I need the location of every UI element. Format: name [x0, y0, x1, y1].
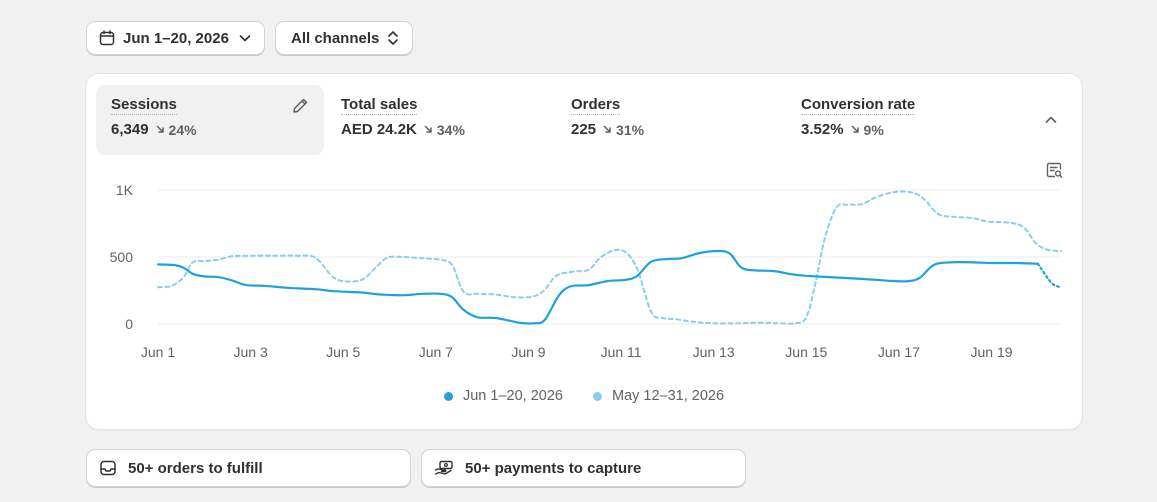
metric-trend: 9%: [851, 122, 884, 138]
x-tick-label: Jun 13: [693, 344, 735, 360]
analytics-card: Sessions 6,349 24% Total sales AED 24.2K…: [86, 74, 1082, 429]
x-tick-label: Jun 17: [878, 344, 920, 360]
x-tick-label: Jun 15: [785, 344, 827, 360]
metric-label[interactable]: Conversion rate: [801, 96, 916, 115]
legend-dot-current: [443, 391, 453, 401]
series-line-current-projection: [1036, 262, 1063, 289]
metric-trend: 34%: [424, 122, 465, 138]
metric-sessions[interactable]: Sessions 6,349 24%: [96, 85, 324, 155]
legend-label: Jun 1–20, 2026: [462, 388, 563, 404]
metric-value: 225: [571, 121, 597, 138]
y-tick-label: 0: [125, 316, 133, 332]
channel-label: All channels: [291, 29, 380, 47]
x-tick-label: Jun 1: [141, 344, 175, 360]
metric-change: 9%: [863, 121, 884, 138]
series-line-current: [156, 249, 1039, 325]
x-tick-label: Jun 11: [601, 344, 642, 360]
arrow-down-right-icon: [156, 125, 164, 133]
metric-value: 3.52%: [801, 121, 844, 138]
chevron-up-icon: [1045, 116, 1057, 123]
calendar-icon: [99, 30, 115, 46]
metric-label[interactable]: Orders: [571, 96, 621, 115]
metric-label[interactable]: Sessions: [111, 96, 177, 115]
x-tick-label: Jun 5: [326, 344, 360, 360]
metric-label[interactable]: Total sales: [341, 96, 418, 115]
y-tick-label: 500: [110, 249, 134, 265]
metric-conversion-rate[interactable]: Conversion rate 3.52% 9%: [786, 85, 1014, 155]
arrow-down-right-icon: [424, 125, 432, 133]
metric-trend: 24%: [156, 122, 197, 138]
hand-money-icon: [434, 460, 453, 475]
task-label: 50+ orders to fulfill: [128, 459, 263, 477]
chart-search-icon: [1046, 162, 1062, 178]
arrow-down-right-icon: [603, 125, 611, 133]
pencil-icon: [292, 98, 307, 113]
metric-change: 24%: [168, 121, 197, 138]
metric-orders[interactable]: Orders 225 31%: [556, 85, 784, 155]
legend-dot-previous: [592, 391, 602, 401]
x-tick-label: Jun 7: [419, 344, 453, 360]
chart-options-button[interactable]: [1044, 160, 1064, 180]
chart-legend: Jun 1–20, 2026 May 12–31, 2026: [86, 388, 1082, 404]
date-range-button[interactable]: Jun 1–20, 2026: [86, 21, 265, 55]
legend-label: May 12–31, 2026: [611, 388, 725, 404]
channel-select[interactable]: All channels: [275, 21, 413, 55]
date-range-label: Jun 1–20, 2026: [123, 29, 229, 47]
series-line-previous: [157, 190, 1062, 325]
edit-metric-button[interactable]: [290, 95, 310, 115]
collapse-button[interactable]: [1041, 110, 1061, 130]
payments-to-capture-button[interactable]: 50+ payments to capture: [421, 449, 746, 487]
metric-trend: 31%: [603, 122, 644, 138]
y-tick-label: 1K: [116, 182, 134, 198]
metric-change: 31%: [616, 121, 645, 138]
inbox-icon: [100, 460, 116, 476]
metric-total-sales[interactable]: Total sales AED 24.2K 34%: [326, 85, 554, 155]
x-tick-label: Jun 19: [971, 344, 1013, 360]
task-label: 50+ payments to capture: [465, 459, 642, 477]
x-tick-label: Jun 9: [511, 344, 545, 360]
arrow-down-right-icon: [851, 125, 859, 133]
orders-to-fulfill-button[interactable]: 50+ orders to fulfill: [86, 449, 411, 487]
metric-value: AED 24.2K: [341, 121, 417, 138]
sessions-line-chart: 1K 500 0 Jun 1 Jun 3 Jun 5 Jun 7 Jun 9 Jun 11 Jun…: [110, 182, 1063, 360]
legend-item-current[interactable]: Jun 1–20, 2026: [443, 388, 563, 404]
select-arrows-icon: [388, 31, 399, 45]
metric-value: 6,349: [111, 121, 149, 138]
legend-item-previous[interactable]: May 12–31, 2026: [592, 388, 725, 404]
x-tick-label: Jun 3: [233, 344, 267, 360]
metric-change: 34%: [436, 121, 465, 138]
chevron-down-icon: [239, 35, 251, 42]
